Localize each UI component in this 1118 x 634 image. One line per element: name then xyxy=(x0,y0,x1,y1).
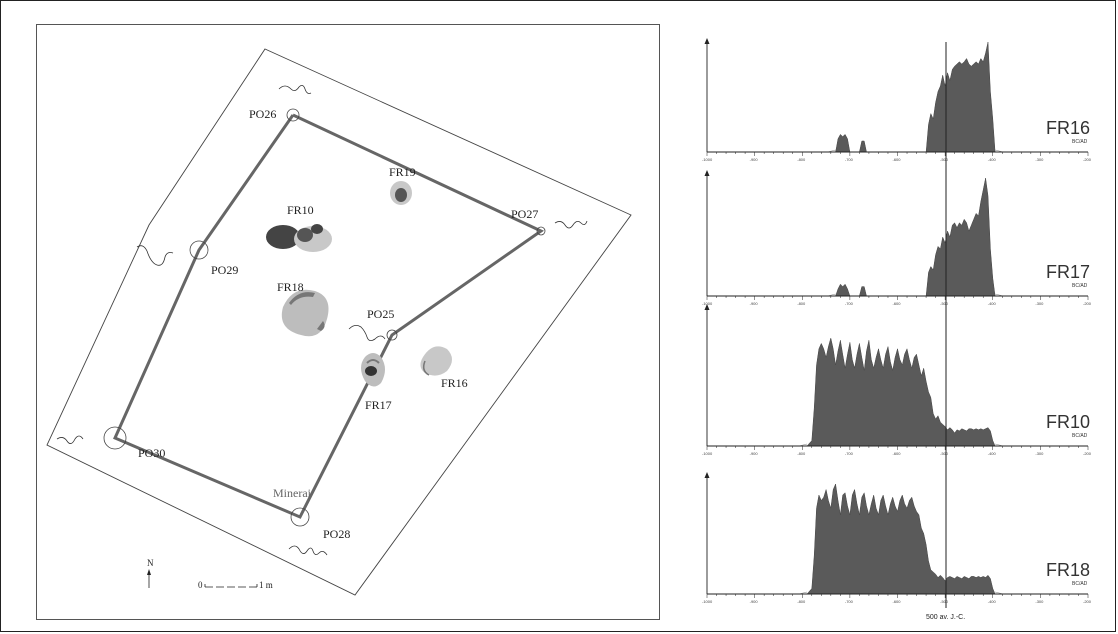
x-tick-label-fr16: -400 xyxy=(988,157,997,162)
site-plan: PO26 PO27 PO29 PO25 PO30 PO28 FR19 FR10 … xyxy=(46,48,632,596)
area-series-fr10 xyxy=(806,337,996,447)
section-profile-southwest xyxy=(56,435,84,444)
label-po27: PO27 xyxy=(511,207,538,221)
label-fr17: FR17 xyxy=(365,398,392,412)
label-po30: PO30 xyxy=(138,446,165,460)
scale-bar xyxy=(204,584,258,588)
scale-start-label: 0 xyxy=(198,580,203,590)
x-tick-label-fr18: -900 xyxy=(750,599,759,604)
x-tick-label-fr10: -600 xyxy=(893,451,902,456)
post-hole-po30 xyxy=(103,426,127,450)
chart-title-fr18: FR18 xyxy=(1046,560,1090,580)
scale-end-label: 1 m xyxy=(259,580,273,590)
x-tick-label-fr16: -600 xyxy=(893,157,902,162)
x-tick-label-fr18: -500 xyxy=(940,599,949,604)
chart-fr18: -1000 -900 -800 -700 -600 -500 -400 -300 -200 FR1… xyxy=(702,472,1092,604)
post-hole-po28 xyxy=(290,507,310,527)
north-label: N xyxy=(147,558,154,568)
x-tick-label-fr17: -1000 xyxy=(702,301,713,306)
area-series-fr18 xyxy=(806,483,996,595)
section-profile-east xyxy=(554,220,588,229)
chart-fr17: -1000 -900 -800 -700 -600 -500 -400 -300 -200 FR1… xyxy=(702,170,1092,306)
section-profile-west xyxy=(136,245,174,266)
chart-unit-fr18: BC/AD xyxy=(1072,581,1088,587)
x-tick-label-fr16: -300 xyxy=(1035,157,1044,162)
feature-fr16-shape xyxy=(420,346,452,376)
chart-title-fr16: FR16 xyxy=(1046,118,1090,138)
label-fr18: FR18 xyxy=(277,280,304,294)
section-profile-center xyxy=(348,325,386,341)
x-tick-label-fr17: -900 xyxy=(750,301,759,306)
x-tick-label-fr17: -600 xyxy=(893,301,902,306)
label-po25: PO25 xyxy=(367,307,394,321)
chart-title-fr10: FR10 xyxy=(1046,412,1090,432)
x-tick-label-fr18: -200 xyxy=(1083,599,1092,604)
feature-fr17-shape xyxy=(361,353,385,387)
post-hole-po25 xyxy=(386,329,398,341)
label-po28: PO28 xyxy=(323,527,350,541)
feature-fr18-shape xyxy=(281,289,329,337)
reference-line-label: 500 av. J.-C. xyxy=(926,614,965,621)
x-tick-label-fr17: -500 xyxy=(940,301,949,306)
x-tick-label-fr16: -900 xyxy=(750,157,759,162)
post-hole-po27 xyxy=(536,226,546,236)
x-tick-label-fr17: -300 xyxy=(1035,301,1044,306)
building-outline xyxy=(113,113,544,519)
label-po26: PO26 xyxy=(249,107,276,121)
label-po29: PO29 xyxy=(211,263,238,277)
label-minerai: Minerai xyxy=(273,486,312,500)
x-tick-label-fr18: -700 xyxy=(845,599,854,604)
chart-fr16: -1000 -900 -800 -700 -600 -500 -400 -300 -200 FR1… xyxy=(702,38,1092,162)
label-fr10: FR10 xyxy=(287,203,314,217)
x-tick-label-fr16: -200 xyxy=(1083,157,1092,162)
x-tick-label-fr10: -900 xyxy=(750,451,759,456)
x-tick-label-fr10: -800 xyxy=(797,451,806,456)
y-axis-arrow-fr18 xyxy=(704,472,710,478)
x-tick-label-fr10: -500 xyxy=(940,451,949,456)
site-plan-panel: PO26 PO27 PO29 PO25 PO30 PO28 FR19 FR10 … xyxy=(36,24,660,620)
x-tick-label-fr16: -700 xyxy=(845,157,854,162)
x-tick-label-fr10: -200 xyxy=(1083,451,1092,456)
section-profile-south xyxy=(288,545,328,556)
chart-unit-fr10: BC/AD xyxy=(1072,433,1088,439)
y-axis-arrow-fr16 xyxy=(704,38,710,44)
x-tick-label-fr17: -400 xyxy=(988,301,997,306)
y-axis-arrow-fr17 xyxy=(704,170,710,176)
feature-fr10-shape xyxy=(266,224,332,252)
chart-unit-fr17: BC/AD xyxy=(1072,283,1088,289)
charts-layer: -1000 -900 -800 -700 -600 -500 -400 -300 -200 FR1… xyxy=(702,38,1092,604)
x-tick-label-fr10: -1000 xyxy=(702,451,713,456)
x-tick-label-fr10: -300 xyxy=(1035,451,1044,456)
x-tick-label-fr18: -600 xyxy=(893,599,902,604)
x-tick-label-fr10: -700 xyxy=(845,451,854,456)
x-tick-label-fr17: -700 xyxy=(845,301,854,306)
feature-fr19-shape xyxy=(390,181,412,205)
chart-title-fr17: FR17 xyxy=(1046,262,1090,282)
x-tick-label-fr17: -200 xyxy=(1083,301,1092,306)
x-tick-label-fr18: -300 xyxy=(1035,599,1044,604)
chart-fr10: -1000 -900 -800 -700 -600 -500 -400 -300 -200 FR1… xyxy=(702,304,1092,456)
x-tick-label-fr16: -1000 xyxy=(702,157,713,162)
post-hole-po26 xyxy=(286,108,300,122)
label-fr19: FR19 xyxy=(389,165,416,179)
post-hole-po29 xyxy=(189,240,209,260)
x-tick-label-fr10: -400 xyxy=(988,451,997,456)
x-tick-label-fr16: -500 xyxy=(940,157,949,162)
x-tick-label-fr16: -800 xyxy=(797,157,806,162)
section-profile-north xyxy=(278,85,312,94)
x-tick-label-fr18: -400 xyxy=(988,599,997,604)
area-series-fr16 xyxy=(835,41,996,153)
x-tick-label-fr18: -1000 xyxy=(702,599,713,604)
x-tick-label-fr18: -800 xyxy=(797,599,806,604)
x-tick-label-fr17: -800 xyxy=(797,301,806,306)
area-series-fr17 xyxy=(835,177,996,297)
outer-enclosure-outline xyxy=(46,48,632,596)
label-fr16: FR16 xyxy=(441,376,468,390)
chart-unit-fr16: BC/AD xyxy=(1072,139,1088,145)
y-axis-arrow-fr10 xyxy=(704,304,710,310)
north-arrow-icon xyxy=(147,569,151,588)
